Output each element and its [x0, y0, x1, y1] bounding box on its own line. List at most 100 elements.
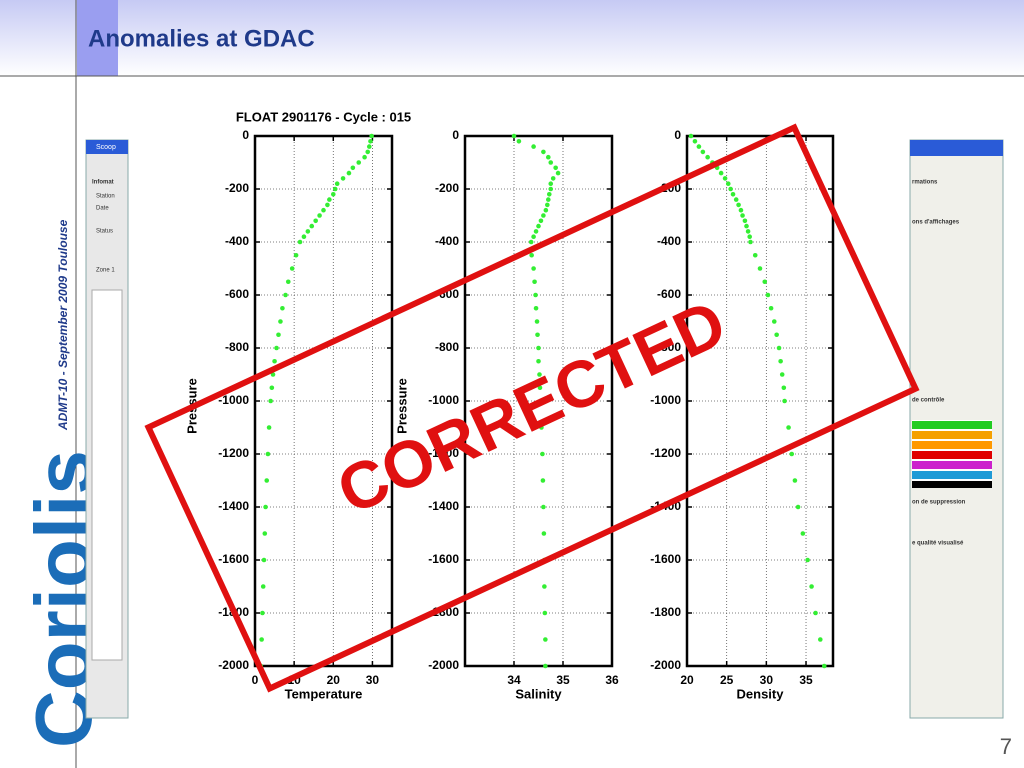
window-titlebar: [86, 140, 128, 154]
y-tick-label: -400: [225, 234, 249, 248]
point: [321, 207, 326, 213]
label: Station: [96, 194, 115, 200]
point: [368, 139, 373, 144]
label: ons d'affichages: [912, 220, 960, 226]
swatch: [912, 451, 992, 459]
point: [821, 663, 827, 669]
header-band: [0, 0, 1024, 76]
point: [266, 425, 272, 430]
stamp-frame: [144, 123, 920, 693]
x-tick-label: 35: [556, 673, 570, 687]
point: [752, 252, 758, 258]
x-tick-label: 34: [507, 673, 521, 687]
point: [771, 319, 777, 324]
y-tick-label: -800: [225, 340, 249, 354]
point: [531, 266, 536, 271]
point: [317, 213, 322, 218]
y-tick-label: -1400: [218, 499, 249, 513]
y-tick-label: -2000: [218, 658, 249, 672]
point: [313, 218, 318, 224]
y-tick-label: 0: [242, 128, 249, 142]
point: [774, 332, 779, 338]
point: [262, 531, 268, 536]
point: [728, 186, 733, 192]
point: [541, 149, 546, 155]
plot-area: [255, 136, 392, 666]
label: Zone 1: [96, 268, 115, 274]
point: [757, 266, 763, 271]
point: [548, 160, 554, 165]
x-tick-label: 36: [605, 673, 619, 687]
label: on de suppression: [912, 500, 966, 506]
point: [543, 637, 548, 642]
x-tick-label: 20: [680, 673, 694, 687]
point: [265, 451, 271, 457]
point: [369, 133, 374, 139]
point: [730, 192, 736, 197]
point: [301, 234, 307, 239]
swatch: [912, 471, 992, 479]
y-tick-label: -800: [435, 340, 459, 354]
swatch: [912, 461, 992, 469]
point: [533, 292, 538, 298]
x-tick-label: 20: [327, 673, 341, 687]
point: [263, 504, 268, 510]
point: [781, 385, 787, 391]
label: rmations: [912, 180, 938, 186]
point: [332, 186, 338, 192]
point: [528, 239, 534, 245]
point: [692, 139, 698, 144]
point: [742, 218, 748, 224]
point: [540, 451, 545, 457]
point: [537, 372, 542, 377]
point: [269, 385, 275, 391]
point: [539, 425, 544, 430]
swatch: [912, 441, 992, 449]
point: [541, 531, 547, 536]
point: [548, 186, 554, 192]
point: [792, 478, 798, 483]
left-screenshot: Scoop Infomat Station Date Status Zone 1: [85, 139, 129, 719]
y-tick-label: -400: [435, 234, 459, 248]
plot-frame: [685, 134, 835, 668]
point: [805, 557, 810, 563]
point: [555, 170, 561, 176]
point: [696, 144, 702, 149]
point: [768, 305, 774, 311]
slide-title: Anomalies at GDAC: [88, 25, 315, 52]
point: [309, 223, 315, 229]
point: [540, 478, 546, 483]
point: [356, 160, 362, 165]
x-axis-label: Salinity: [515, 686, 562, 701]
point: [531, 144, 536, 149]
point: [545, 202, 550, 208]
point: [536, 345, 541, 351]
point: [532, 279, 537, 285]
point: [362, 154, 367, 160]
point: [340, 176, 346, 181]
x-tick-label: 30: [366, 673, 380, 687]
label: Status: [96, 229, 113, 235]
label: Date: [96, 206, 109, 212]
point: [270, 372, 276, 377]
point: [541, 504, 546, 510]
swatch: [912, 421, 992, 429]
point: [744, 223, 749, 229]
point: [548, 181, 554, 186]
point: [542, 610, 548, 616]
point: [268, 398, 273, 404]
point: [538, 398, 543, 404]
y-tick-label: -1400: [428, 499, 459, 513]
point: [260, 584, 266, 589]
point: [541, 213, 546, 218]
y-tick-label: -1600: [650, 552, 681, 566]
point: [776, 345, 782, 351]
point: [543, 207, 549, 213]
y-tick-label: -1200: [650, 446, 681, 460]
point: [738, 207, 744, 213]
point: [778, 358, 783, 364]
point: [533, 305, 539, 311]
charts: 0 -200 -400 -600 -800 -1000 -1200 -1400 -1600 -18…: [184, 109, 835, 701]
y-tick-label: -2000: [650, 658, 681, 672]
